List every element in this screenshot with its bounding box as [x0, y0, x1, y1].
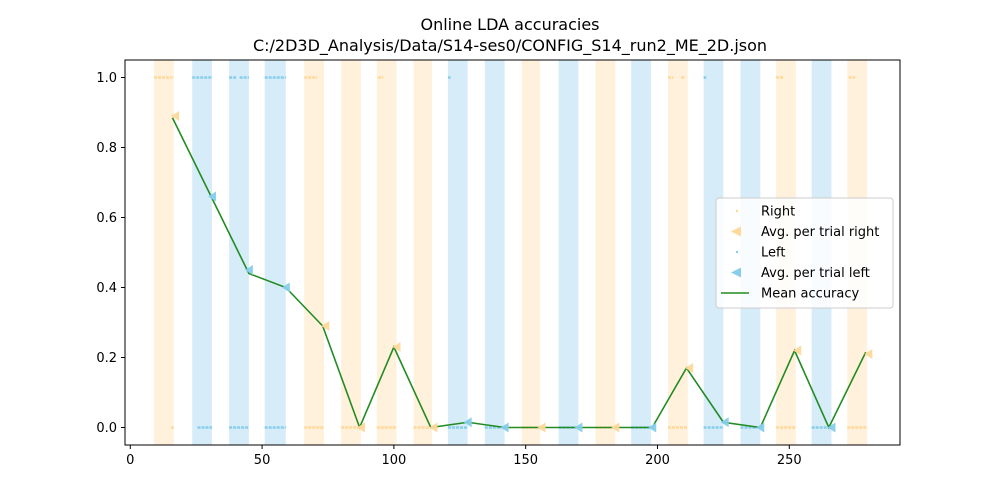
- x-tick-label: 50: [254, 453, 271, 468]
- avg-right-marker: [429, 422, 438, 433]
- y-axis: 0.0 0.2 0.4 0.6 0.8 1.0: [96, 71, 125, 436]
- y-tick-label: 0.6: [96, 211, 117, 226]
- plot-area-frame: [124, 59, 901, 446]
- chart-title: Online LDA accuracies: [420, 15, 599, 34]
- left-trial-band: [192, 60, 212, 445]
- avg-right-marker: [356, 422, 365, 433]
- chart-subtitle: C:/2D3D_Analysis/Data/S14-ses0/CONFIG_S1…: [253, 36, 767, 56]
- avg-left-marker: [463, 417, 472, 428]
- x-axis: 0 50 100 150 200 250: [126, 445, 802, 468]
- right-trial-band: [376, 60, 397, 445]
- y-tick-label: 1.0: [96, 71, 117, 86]
- x-tick-label: 200: [645, 453, 670, 468]
- legend-label-right: Right: [761, 205, 795, 220]
- right-trial-band: [521, 60, 541, 445]
- legend-avg-left-marker: [731, 267, 741, 278]
- avg-left-marker: [244, 265, 253, 275]
- right-trial-band: [304, 60, 325, 445]
- right-trial-band: [153, 60, 174, 445]
- avg-left-marker: [207, 191, 216, 202]
- y-tick-label: 0.8: [96, 141, 117, 156]
- legend-right-marker: [735, 209, 739, 213]
- avg-right-marker: [611, 422, 620, 433]
- avg-right-marker: [392, 342, 401, 352]
- mean-accuracy-layer: [171, 117, 867, 430]
- avg-left-marker: [574, 422, 583, 433]
- avg-left-marker: [756, 422, 765, 433]
- left-trial-band: [631, 60, 651, 445]
- right-trial-band: [595, 60, 616, 445]
- x-tick-label: 150: [513, 453, 538, 468]
- avg-left-marker: [720, 417, 729, 428]
- left-trial-band: [447, 60, 468, 445]
- x-tick-label: 250: [777, 453, 802, 468]
- legend-label-avg-right: Avg. per trial right: [761, 225, 879, 240]
- avg-right-marker: [171, 111, 180, 121]
- legend: Right Avg. per trial right Left Avg. per…: [715, 197, 894, 309]
- x-tick-label: 100: [381, 453, 406, 468]
- y-tick-label: 0.4: [96, 281, 117, 296]
- avg-left-marker: [827, 422, 836, 433]
- left-trial-band: [484, 60, 505, 445]
- trial-bands: [153, 60, 868, 445]
- y-tick-label: 0.2: [96, 351, 117, 366]
- right-trial-band: [413, 60, 433, 445]
- avg-right-marker: [321, 321, 330, 331]
- left-trial-band: [558, 60, 579, 445]
- avg-right-marker: [537, 422, 546, 433]
- legend-label-mean: Mean accuracy: [761, 287, 860, 302]
- mean-accuracy-line: [171, 117, 867, 430]
- y-tick-label: 0.0: [96, 421, 117, 436]
- x-tick-label: 0: [126, 453, 134, 468]
- avg-right-marker: [793, 345, 802, 356]
- legend-frame: [715, 197, 894, 309]
- legend-avg-right-marker: [731, 226, 741, 237]
- trial-average-markers: [171, 111, 873, 433]
- avg-left-marker: [648, 422, 657, 433]
- legend-left-marker: [735, 250, 739, 254]
- avg-right-marker: [864, 349, 873, 359]
- avg-left-marker: [500, 422, 509, 433]
- avg-left-marker: [281, 282, 290, 293]
- legend-label-avg-left: Avg. per trial left: [761, 266, 870, 281]
- legend-label-left: Left: [761, 246, 785, 261]
- right-trial-band: [668, 60, 688, 445]
- left-trial-band: [264, 60, 286, 445]
- avg-right-marker: [685, 363, 694, 373]
- right-trial-band: [341, 60, 361, 445]
- left-trial-band: [703, 60, 724, 445]
